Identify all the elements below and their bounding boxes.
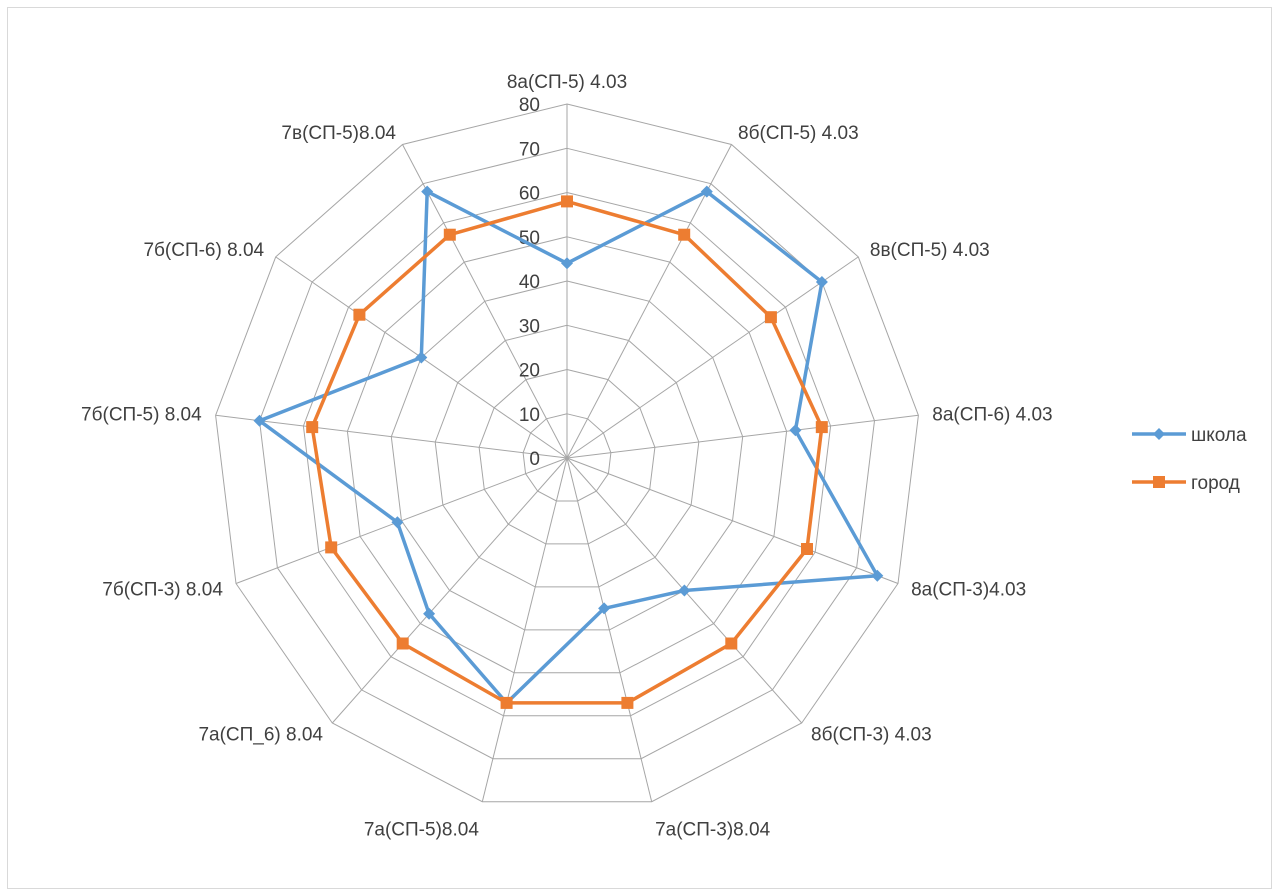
category-label: 7б(СП-3) 8.04 bbox=[102, 580, 223, 601]
category-label: 7в(СП-5)8.04 bbox=[281, 123, 396, 144]
grid-ring bbox=[478, 368, 656, 545]
grid-spoke bbox=[481, 457, 568, 802]
grid-spoke bbox=[215, 414, 568, 459]
grid-spoke bbox=[566, 457, 899, 584]
series-1 bbox=[253, 185, 884, 709]
legend: школа город bbox=[1132, 425, 1247, 494]
radial-tick-label: 10 bbox=[519, 405, 540, 426]
grid-spoke bbox=[566, 144, 732, 459]
data-point bbox=[871, 569, 884, 582]
data-point bbox=[700, 185, 713, 198]
legend-label: город bbox=[1191, 473, 1240, 494]
category-label: 8а(СП-6) 4.03 bbox=[932, 405, 1052, 426]
radial-tick-label: 60 bbox=[519, 184, 540, 205]
legend-marker bbox=[1153, 476, 1165, 488]
radial-tick-label: 80 bbox=[519, 95, 540, 116]
data-point bbox=[815, 276, 828, 288]
data-point bbox=[678, 584, 691, 597]
grid-spoke bbox=[402, 144, 568, 459]
series-line bbox=[257, 189, 880, 705]
grid-ring bbox=[434, 324, 700, 588]
chart-area: 8а(СП-5) 4.03 8б(СП-5) 4.03 8в(СП-5) 4.03 8… bbox=[7, 7, 1272, 889]
radial-tick-label: 40 bbox=[519, 272, 540, 293]
data-point bbox=[621, 696, 634, 709]
grid-ring bbox=[346, 236, 788, 674]
data-series bbox=[253, 185, 884, 709]
category-label: 7а(СП-5)8.04 bbox=[364, 819, 479, 840]
data-point bbox=[764, 311, 777, 324]
data-point bbox=[678, 228, 691, 241]
category-labels: 8а(СП-5) 4.03 8б(СП-5) 4.03 8в(СП-5) 4.03 8… bbox=[81, 72, 1053, 840]
series-line bbox=[310, 199, 824, 705]
data-point bbox=[725, 637, 738, 650]
radar-grid bbox=[215, 103, 919, 803]
category-label: 7б(СП-6) 8.04 bbox=[143, 240, 264, 261]
legend-entry: город bbox=[1132, 473, 1240, 494]
data-point bbox=[598, 602, 611, 615]
radar-chart: 8а(СП-5) 4.03 8б(СП-5) 4.03 8в(СП-5) 4.03 8… bbox=[81, 72, 1247, 840]
radial-tick-label: 50 bbox=[519, 228, 540, 249]
data-point bbox=[789, 424, 802, 437]
radial-tick-label: 30 bbox=[519, 316, 540, 337]
category-label: 8б(СП-3) 4.03 bbox=[811, 725, 932, 746]
series-2 bbox=[306, 195, 828, 709]
data-point bbox=[561, 195, 573, 208]
data-point bbox=[353, 308, 366, 321]
radial-tick-labels: 0 10 20 30 40 50 60 70 80 bbox=[519, 95, 540, 470]
category-label: 7а(СП_6) 8.04 bbox=[198, 725, 323, 746]
grid-ring bbox=[302, 191, 832, 717]
data-point bbox=[500, 696, 513, 709]
category-label: 8б(СП-5) 4.03 bbox=[738, 123, 859, 144]
data-point bbox=[306, 421, 319, 434]
data-point bbox=[815, 421, 828, 434]
radial-tick-label: 20 bbox=[519, 361, 540, 382]
radial-tick-label: 0 bbox=[529, 449, 540, 470]
radial-tick-label: 70 bbox=[519, 139, 540, 160]
data-point bbox=[421, 185, 434, 198]
category-label: 7б(СП-5) 8.04 bbox=[81, 405, 202, 426]
data-point bbox=[415, 351, 428, 364]
data-point bbox=[443, 228, 456, 241]
data-point bbox=[253, 414, 266, 427]
data-point bbox=[423, 607, 436, 620]
data-point bbox=[561, 257, 573, 270]
category-label: 7а(СП-3)8.04 bbox=[655, 819, 770, 840]
data-point bbox=[325, 541, 338, 554]
grid-spoke bbox=[566, 256, 859, 459]
category-label: 8а(СП-5) 4.03 bbox=[507, 72, 627, 93]
grid-ring bbox=[258, 147, 876, 760]
data-point bbox=[391, 516, 404, 529]
grid-spoke bbox=[566, 457, 653, 802]
grid-ring bbox=[215, 103, 919, 803]
grid-spoke bbox=[566, 414, 919, 459]
legend-marker bbox=[1153, 428, 1165, 440]
data-point bbox=[801, 543, 813, 555]
legend-entry: школа bbox=[1132, 425, 1247, 446]
legend-label: школа bbox=[1191, 425, 1247, 446]
grid-ring bbox=[390, 280, 744, 631]
data-point bbox=[396, 637, 409, 650]
category-label: 8в(СП-5) 4.03 bbox=[870, 240, 990, 261]
grid-ring bbox=[522, 413, 612, 502]
grid-spoke bbox=[331, 457, 568, 724]
category-label: 8а(СП-3)4.03 bbox=[911, 580, 1026, 601]
